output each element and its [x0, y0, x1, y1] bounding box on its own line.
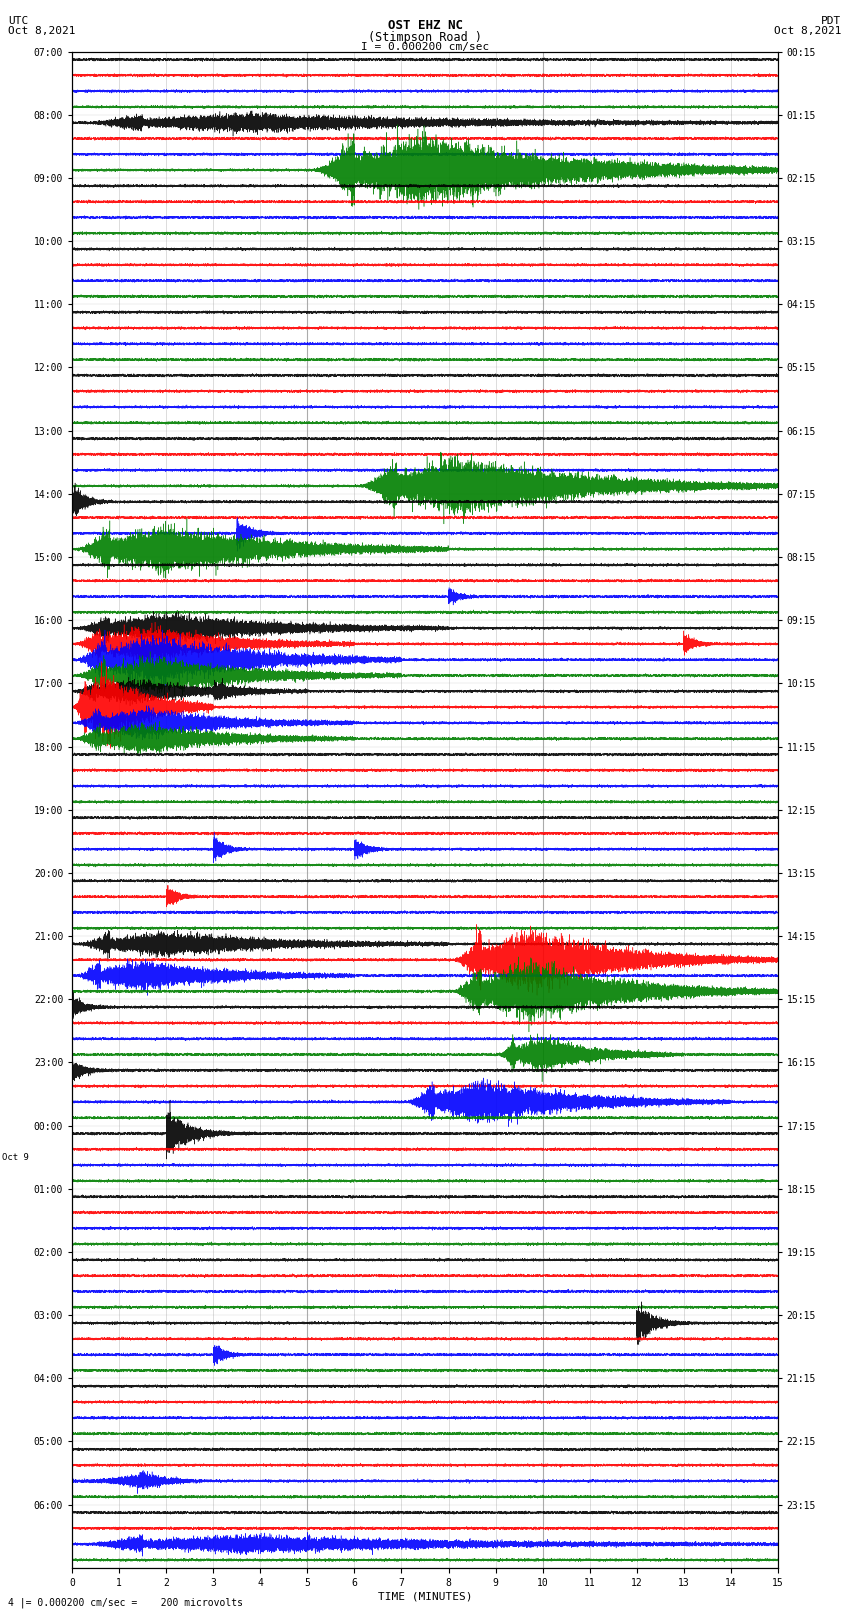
- Text: 4 |= 0.000200 cm/sec =    200 microvolts: 4 |= 0.000200 cm/sec = 200 microvolts: [8, 1597, 243, 1608]
- Text: PDT: PDT: [821, 16, 842, 26]
- X-axis label: TIME (MINUTES): TIME (MINUTES): [377, 1592, 473, 1602]
- Text: Oct 8,2021: Oct 8,2021: [8, 26, 76, 35]
- Text: OST EHZ NC: OST EHZ NC: [388, 19, 462, 32]
- Text: Oct 9: Oct 9: [3, 1153, 29, 1161]
- Text: UTC: UTC: [8, 16, 29, 26]
- Text: Oct 8,2021: Oct 8,2021: [774, 26, 842, 35]
- Text: (Stimpson Road ): (Stimpson Road ): [368, 31, 482, 44]
- Text: I = 0.000200 cm/sec: I = 0.000200 cm/sec: [361, 42, 489, 52]
